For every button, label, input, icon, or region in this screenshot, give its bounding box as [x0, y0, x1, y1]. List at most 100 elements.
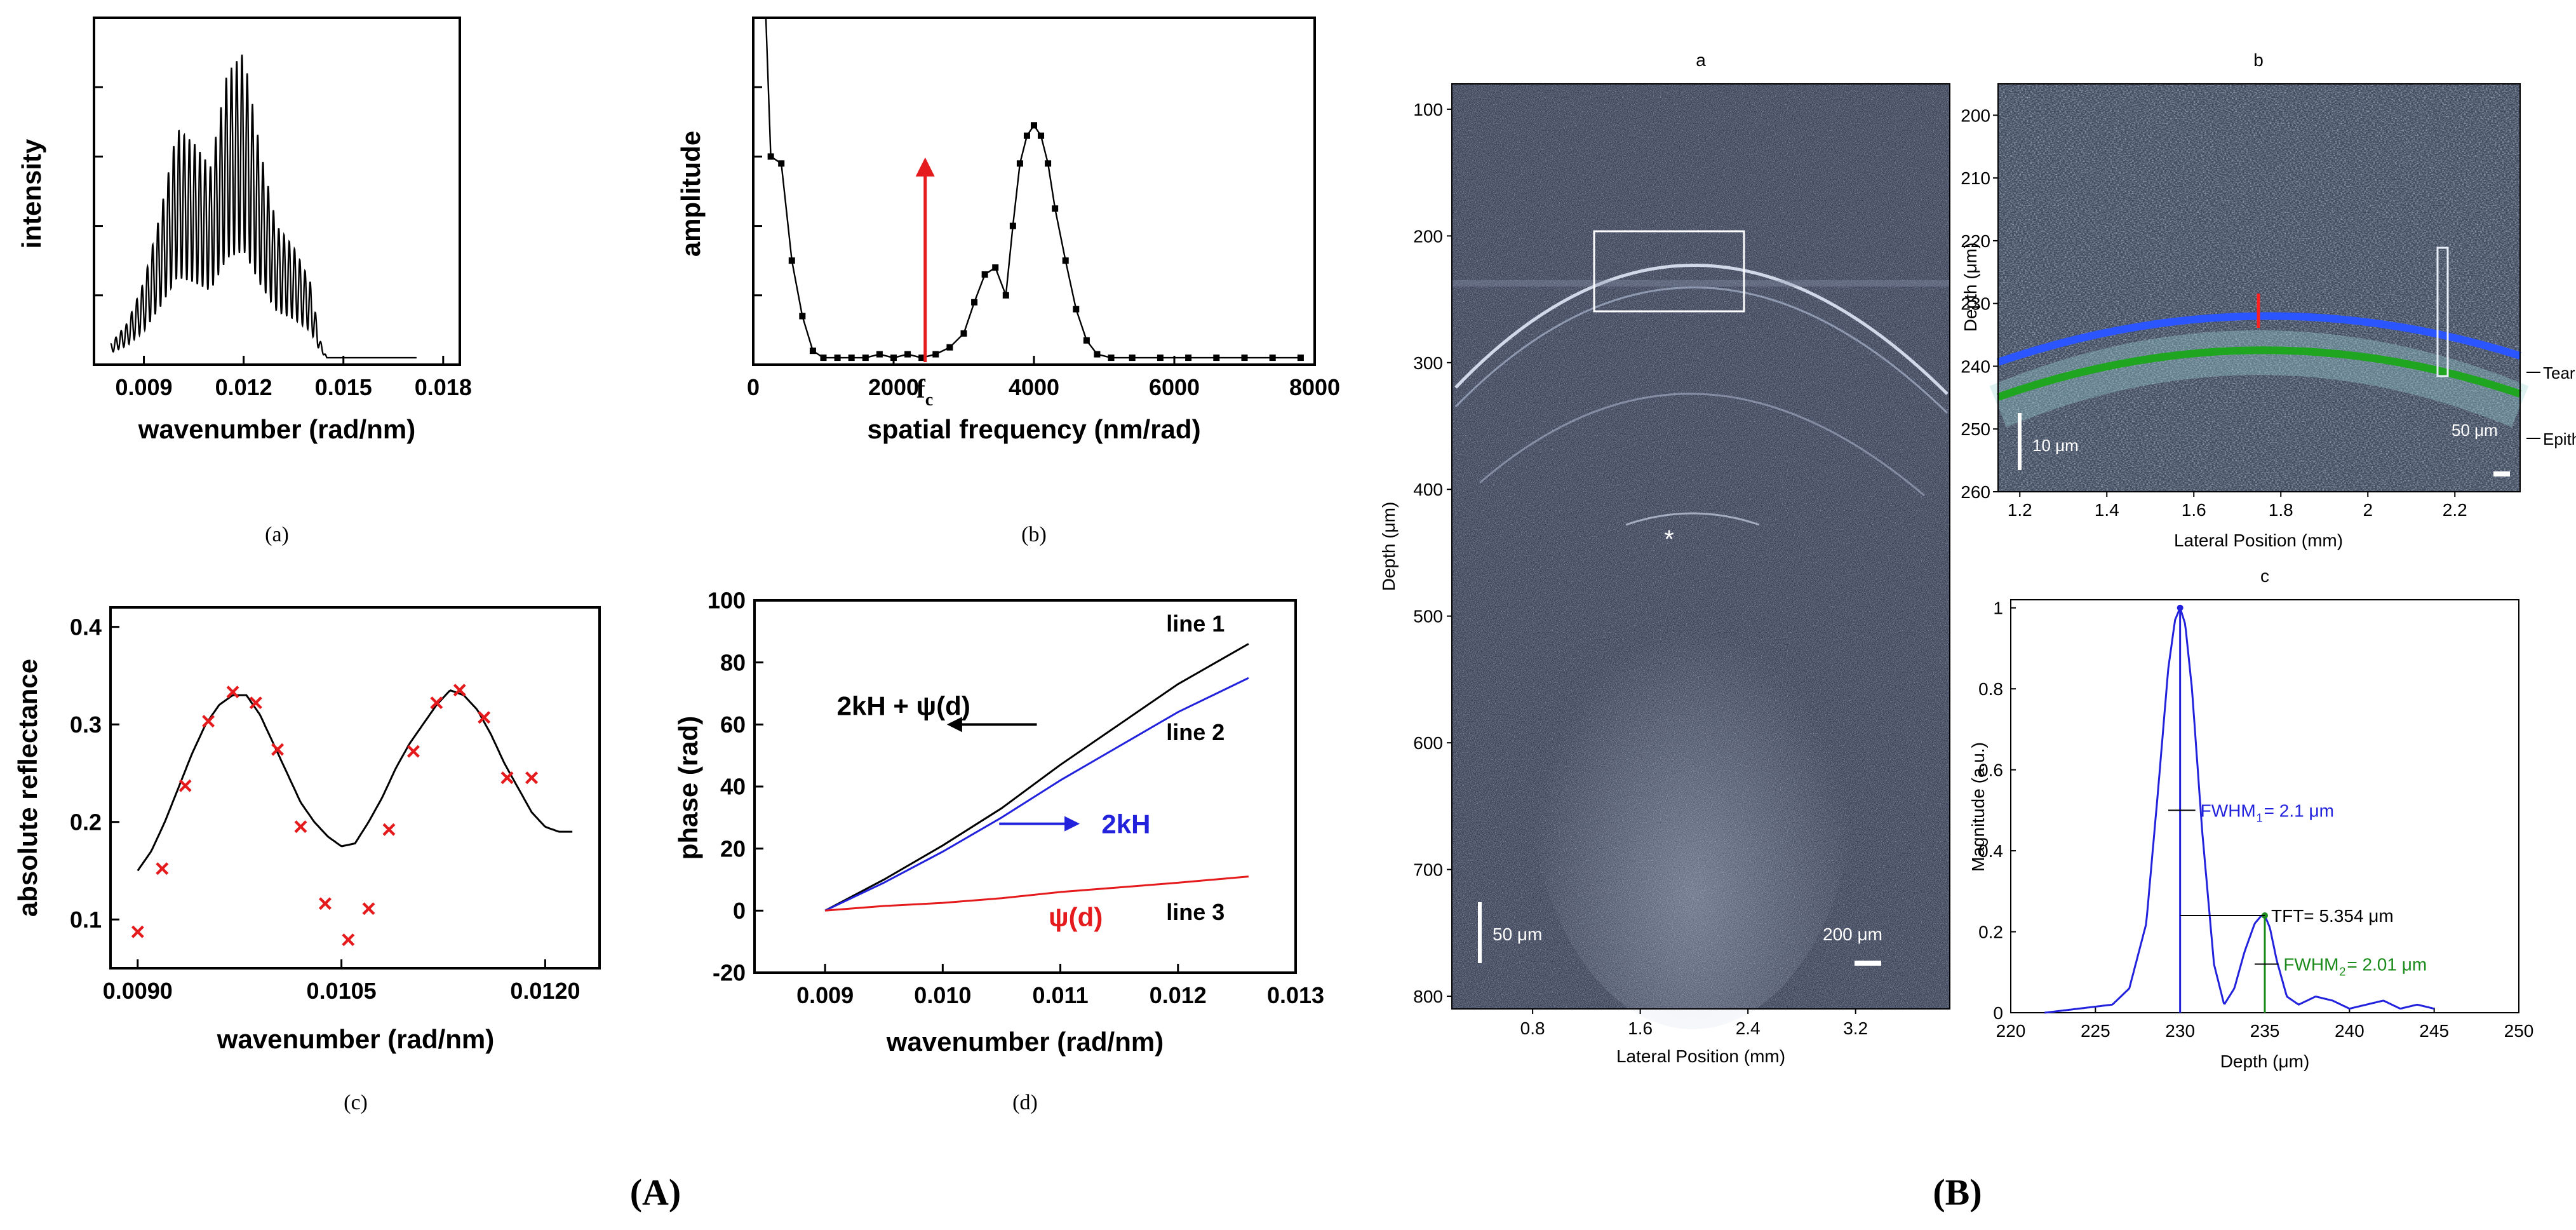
chart-Bc-tft-label: TFT= 5.354 μm [2271, 906, 2394, 926]
chart-Bc-ytick-label: 0.8 [1978, 679, 2003, 699]
oct-a-frame [1451, 83, 1950, 1010]
figure-label-B: (B) [1933, 1172, 1982, 1213]
chart-b-xtick-label: 6000 [1149, 374, 1200, 400]
figure-label-A: (A) [630, 1172, 681, 1213]
oct-a-title: a [1696, 50, 1706, 70]
chart-c-point: × [225, 679, 240, 706]
chart-c-ytick-label: 0.4 [70, 614, 102, 640]
chart-b-point [799, 313, 806, 320]
chart-b-point [1129, 355, 1136, 362]
chart-d-xtick-label: 0.013 [1267, 982, 1324, 1008]
chart-b-point [932, 351, 939, 358]
chart-Bc-xtick-label: 225 [2081, 1021, 2110, 1041]
chart-Bc-xtick-label: 235 [2250, 1021, 2280, 1041]
oct-a-ytick-label: 500 [1413, 607, 1443, 626]
chart-d-series-label: line 1 [1166, 611, 1224, 637]
chart-b-caption: (b) [1021, 523, 1047, 546]
oct-b-title: b [2253, 50, 2264, 70]
chart-d-annotation-bottom: ψ(d) [1049, 902, 1103, 932]
chart-c-point: × [500, 764, 514, 792]
chart-b-point [890, 355, 897, 362]
chart-c-point: × [155, 855, 170, 882]
chart-b-point [981, 271, 988, 278]
oct-b-xtick-label: 2.2 [2443, 500, 2467, 520]
chart-c-point: × [382, 816, 396, 844]
chart-d-xtick-label: 0.011 [1033, 982, 1089, 1008]
chart-Bc-ytick-label: 0.2 [1978, 922, 2003, 942]
chart-b-xtick-label: 0 [747, 374, 760, 400]
chart-c-point: × [201, 708, 215, 736]
chart-d-ytick-label: 80 [720, 649, 746, 675]
oct-b-xtick-label: 1.6 [2182, 500, 2206, 520]
chart-a-caption: (a) [265, 523, 289, 546]
chart-b-point [834, 355, 841, 362]
chart-d: 0.009 0.010 0.011 0.012 0.013 -20 0 20 40 60 80 100… [673, 588, 1324, 1114]
chart-b-point [1157, 355, 1164, 362]
oct-a-ytick-label: 700 [1413, 860, 1443, 880]
chart-b-point [1108, 355, 1115, 362]
chart-d-ytick-label: 0 [733, 898, 746, 924]
chart-d-series-line [824, 643, 1249, 912]
chart-b-point [960, 330, 967, 337]
chart-b-point [1062, 257, 1069, 264]
chart-b-point [876, 351, 883, 358]
chart-c-point: × [178, 772, 192, 800]
chart-d-xtick-label: 0.009 [796, 982, 854, 1008]
oct-a-ytick-label: 300 [1413, 353, 1443, 373]
chart-b-point [918, 355, 925, 362]
chart-Bc-ylabel: Magnitude (a.u.) [1968, 742, 1988, 872]
oct-b-scalebar-label-2: 50 μm [2452, 421, 2498, 440]
chart-Bc-fwhm2-label-main: FWHM [2283, 955, 2338, 975]
chart-b-point [1009, 222, 1016, 229]
oct-b-ytick-label: 210 [1961, 168, 1990, 188]
chart-Bc-peak1-marker [2177, 604, 2184, 611]
chart-d-ytick-label: 40 [720, 774, 746, 800]
chart-d-series-label: line 3 [1166, 899, 1224, 925]
oct-a-ytick-label: 100 [1413, 100, 1443, 119]
chart-Bc-title: c [2260, 566, 2269, 586]
chart-b-point [1083, 337, 1090, 344]
oct-b-ytick-label: 200 [1961, 105, 1990, 125]
oct-a-xlabel: Lateral Position (mm) [1616, 1046, 1785, 1066]
chart-c-point: × [248, 689, 263, 717]
chart-d-annotation-top: 2kH + ψ(d) [837, 691, 970, 721]
oct-a-ytick-label: 400 [1413, 480, 1443, 499]
chart-b: 0 2000 4000 6000 8000 fc spatial frequency (… [676, 17, 1340, 546]
chart-Bc-xtick-label: 250 [2504, 1021, 2534, 1041]
chart-c-ytick-label: 0.1 [70, 907, 102, 933]
chart-c-ytick-label: 0.3 [70, 712, 102, 738]
chart-d-xlabel: wavenumber (rad/nm) [886, 1027, 1164, 1057]
chart-a-xlabel: wavenumber (rad/nm) [138, 414, 415, 444]
chart-c-point: × [361, 895, 376, 922]
chart-a-xtick-label: 0.015 [315, 374, 372, 400]
chart-c-ylabel: absolute reflectance [13, 659, 43, 917]
chart-d-annotation-mid: 2kH [1101, 809, 1150, 839]
oct-a-ylabel: Depth (μm) [1379, 502, 1399, 591]
oct-b-xtick-label: 1.4 [2095, 500, 2119, 520]
chart-c-xtick-label: 0.0090 [103, 978, 173, 1004]
chart-b-point [1073, 306, 1080, 313]
chart-d-series-line [824, 677, 1249, 912]
chart-b-point [1094, 351, 1101, 358]
chart-c-point: × [130, 918, 145, 946]
chart-b-point [1297, 355, 1304, 362]
chart-a-signal-line [110, 54, 417, 359]
chart-d-ylabel: phase (rad) [673, 716, 703, 860]
chart-c-point: × [293, 813, 308, 841]
chart-c-fit-line [137, 689, 573, 872]
chart-c-point: × [406, 738, 420, 766]
oct-a-xtick-label: 1.6 [1628, 1018, 1653, 1038]
chart-b-point [992, 264, 999, 271]
chart-b-xtick-label: 2000 [868, 374, 919, 400]
chart-b-point [1038, 132, 1045, 139]
chart-a: 0.009 0.012 0.015 0.018 wavenumber (rad/nm)… [17, 17, 472, 546]
chart-b-point [778, 160, 785, 167]
chart-d-ytick-label: 60 [720, 712, 746, 738]
chart-b-point [904, 351, 911, 358]
chart-d-caption: (d) [1012, 1091, 1038, 1114]
chart-a-frame [93, 17, 461, 366]
chart-b-point [809, 348, 816, 355]
oct-image-a: a * 50 μm 200 μm 0.8 1.6 2.4 3.2 100 200 300 40… [1379, 50, 1950, 1066]
